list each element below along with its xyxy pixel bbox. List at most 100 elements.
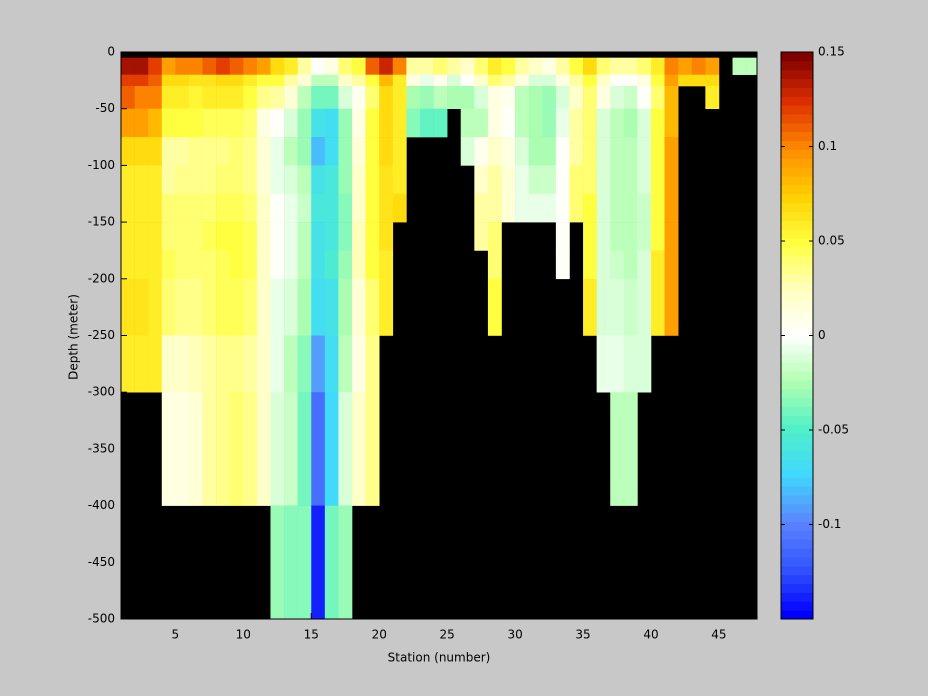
heat-cell (664, 108, 679, 138)
heat-cell (284, 505, 298, 620)
heat-cell (311, 335, 326, 393)
heat-cell (311, 86, 326, 109)
y-tick-label: -50 (95, 101, 115, 115)
heat-cell (569, 137, 584, 166)
heat-cell (216, 108, 231, 138)
heat-cell (175, 335, 190, 393)
colorbar-swatch (781, 158, 813, 168)
colorbar-swatch (781, 184, 813, 195)
heat-cell (569, 165, 584, 195)
heat-cell (148, 165, 163, 195)
heat-cell (447, 86, 462, 109)
heat-cell (270, 278, 285, 336)
y-tick-label: -100 (88, 158, 115, 172)
colorbar-swatch (781, 52, 813, 62)
heat-cell (352, 278, 366, 336)
heat-cell (284, 57, 298, 75)
heat-cell (121, 165, 135, 195)
heat-cell (297, 74, 312, 87)
heat-cell (121, 278, 135, 336)
colorbar-swatch (781, 486, 813, 496)
heat-cell (623, 108, 638, 138)
heat-cell (161, 74, 176, 87)
heat-cell (392, 57, 407, 75)
heat-cell (202, 74, 217, 87)
heat-cell (188, 250, 203, 280)
heat-cell (664, 193, 679, 223)
heat-cell (501, 165, 516, 195)
heat-cell (365, 222, 380, 251)
colorbar-swatch (781, 494, 813, 505)
heat-cell (379, 137, 394, 166)
heat-cell (216, 86, 231, 109)
heat-cell (419, 108, 434, 138)
heat-cell (583, 278, 597, 336)
heat-cell (148, 74, 163, 87)
colorbar-swatch (781, 370, 813, 381)
heat-cell (243, 250, 258, 280)
y-tick-label: 0 (107, 45, 115, 59)
heat-cell (284, 250, 298, 280)
colorbar-swatch (781, 131, 813, 142)
heat-cell (311, 250, 326, 280)
heat-cell (664, 250, 679, 280)
heat-cell (188, 193, 203, 223)
heat-cell (460, 57, 475, 75)
heat-cell (555, 193, 570, 223)
heat-cell (229, 86, 244, 109)
heat-cell (311, 57, 326, 75)
heat-cell (338, 74, 353, 87)
heat-cell (256, 392, 271, 506)
heat-cell (270, 335, 285, 393)
heat-cell (664, 278, 679, 336)
heat-cell (583, 165, 597, 195)
heat-cell (311, 278, 326, 336)
heat-cell (297, 392, 312, 506)
heat-cell (515, 108, 529, 138)
heat-cell (243, 222, 258, 251)
heat-cell (379, 74, 394, 87)
heat-cell (487, 165, 502, 195)
heat-cell (216, 335, 231, 393)
x-tick-label: 45 (711, 628, 726, 642)
colorbar-swatch (781, 78, 813, 88)
heat-cell (433, 74, 448, 87)
heat-cell (596, 222, 611, 251)
heat-cell (691, 74, 706, 87)
heat-cell (256, 137, 271, 166)
heat-cell (134, 165, 149, 195)
heat-cell (623, 137, 638, 166)
heat-cell (352, 57, 366, 75)
colorbar-swatch (781, 601, 813, 611)
heat-cell (121, 86, 135, 109)
heat-cell (691, 57, 706, 75)
heat-cell (528, 57, 543, 75)
heat-cell (583, 193, 597, 223)
heat-cell (501, 108, 516, 138)
heat-cell (324, 165, 339, 195)
heat-cell (637, 278, 652, 336)
heat-cell (623, 250, 638, 280)
heat-cell (487, 222, 502, 251)
heat-cell (406, 57, 421, 75)
heat-cell (175, 392, 190, 506)
heat-cell (596, 74, 611, 87)
heat-cell (284, 335, 298, 393)
heat-cell (460, 137, 475, 166)
heat-cell (583, 222, 597, 251)
heat-cell (596, 137, 611, 166)
heat-cell (229, 165, 244, 195)
heat-cell (352, 222, 366, 251)
colorbar-swatch (781, 238, 813, 248)
heat-cell (379, 278, 394, 336)
heat-cell (121, 108, 135, 138)
heat-cell (379, 86, 394, 109)
heat-cell (542, 193, 557, 223)
heat-cell (637, 137, 652, 166)
heat-cell (338, 193, 353, 223)
heat-cell (338, 392, 353, 506)
heat-cell (324, 137, 339, 166)
heat-cell (433, 86, 448, 109)
heat-cell (365, 86, 380, 109)
